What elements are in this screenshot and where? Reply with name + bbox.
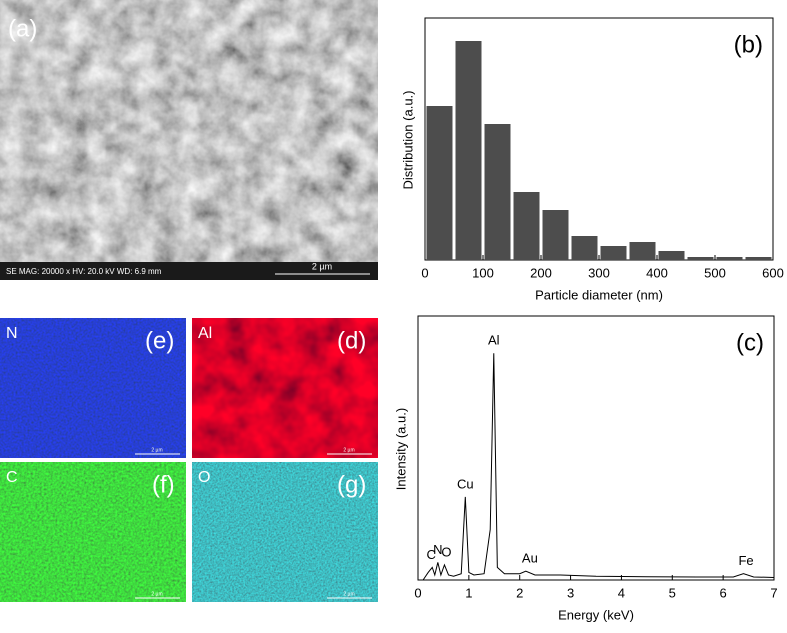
panel-label: (f) [152,471,175,498]
bar [629,242,656,260]
map-image [0,318,186,458]
x-tick-label: 0 [421,265,428,280]
bar [745,257,772,260]
map-image [192,462,378,602]
scale-label: 2 µm [151,591,162,597]
y-axis-label: Intensity (a.u.) [393,408,408,490]
element-label: N [6,325,18,342]
panel-label: (c) [736,329,764,356]
x-tick-label: 1 [465,585,472,600]
spectrum-line [422,353,775,581]
scale-label: 2 µm [312,261,332,271]
panel-label: (d) [337,327,366,354]
x-tick-label: 300 [588,265,610,280]
peak-label: Fe [738,553,753,568]
sem-info: SE MAG: 20000 x HV: 20.0 kV WD: 6.9 mm [6,267,162,276]
panel-label: (b) [734,31,763,58]
x-tick-label: 7 [770,585,777,600]
x-tick-label: 2 [516,585,523,600]
x-tick-label: 500 [704,265,726,280]
x-tick-label: 4 [618,585,625,600]
peak-label: O [441,544,451,559]
x-tick-label: 3 [567,585,574,600]
panel-label: (e) [145,327,174,354]
peak-label: Cu [457,476,474,491]
bar [716,257,743,260]
element-label: O [198,469,210,486]
map-image [0,462,186,602]
peak-label: Al [488,333,500,348]
peak-label: Au [522,551,538,566]
bar [513,192,540,260]
bar [571,236,598,260]
element-label: C [6,469,18,486]
x-tick-label: 0 [414,585,421,600]
x-tick-label: 6 [720,585,727,600]
bar [484,124,511,260]
x-tick-label: 200 [530,265,552,280]
x-tick-label: 400 [646,265,668,280]
sem-image [0,0,378,280]
scale-label: 2 µm [343,591,354,597]
x-tick-label: 100 [472,265,494,280]
info-bar [0,262,378,280]
x-tick-label: 600 [762,265,784,280]
peak-label: C [427,547,436,562]
scale-label: 2 µm [343,447,354,453]
panel-label: (g) [337,471,366,498]
plot-frame [417,315,775,581]
map-image [192,318,378,458]
y-axis-label: Distribution (a.u.) [400,91,415,190]
bar [542,210,569,260]
bar [600,246,627,260]
bar [455,41,482,260]
element-label: Al [198,325,212,342]
x-axis-label: Particle diameter (nm) [535,287,663,302]
bar [687,257,714,260]
bar [426,106,453,260]
peak-label: N [433,542,442,557]
panel-label: (a) [8,15,37,42]
x-tick-label: 5 [669,585,676,600]
bar [658,251,685,260]
scale-label: 2 µm [151,447,162,453]
x-axis-label: Energy (keV) [558,607,634,622]
